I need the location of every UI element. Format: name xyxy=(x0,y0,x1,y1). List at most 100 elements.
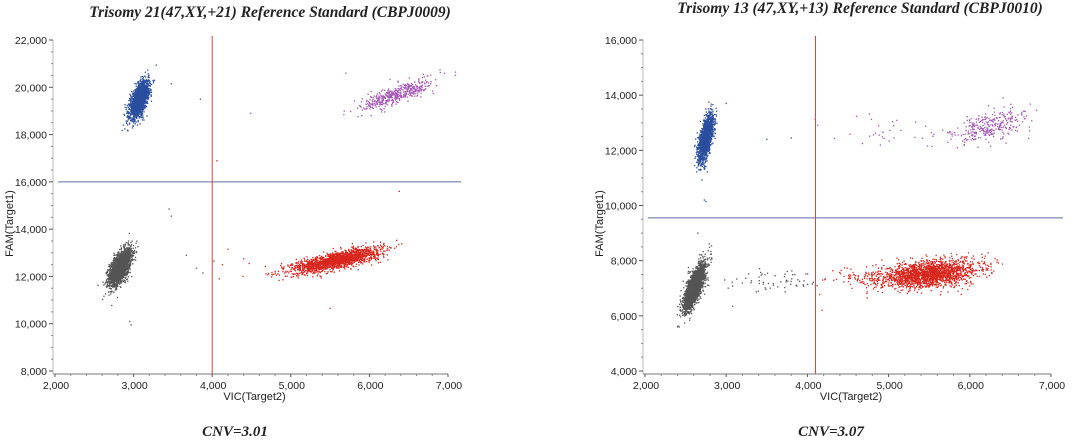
data-point xyxy=(133,101,135,103)
data-point xyxy=(112,281,114,283)
data-point xyxy=(119,273,121,275)
data-point xyxy=(331,256,333,258)
data-point xyxy=(136,90,138,93)
data-point xyxy=(113,265,116,268)
data-point xyxy=(143,107,145,109)
data-point xyxy=(143,87,145,89)
data-point xyxy=(371,257,373,260)
data-point xyxy=(144,89,146,92)
data-point xyxy=(111,272,114,274)
data-point xyxy=(315,268,317,270)
data-point xyxy=(106,284,109,287)
data-point xyxy=(142,80,144,82)
y-tick-label: 22,000 xyxy=(15,35,47,47)
data-point xyxy=(338,265,340,267)
data-point xyxy=(354,248,356,250)
data-point xyxy=(116,285,118,288)
data-point xyxy=(353,257,355,259)
data-point xyxy=(129,247,131,249)
data-point xyxy=(146,96,148,98)
data-point xyxy=(142,115,144,117)
data-point xyxy=(133,122,135,124)
data-point xyxy=(132,118,134,120)
data-point xyxy=(135,90,137,92)
data-point xyxy=(126,268,128,270)
data-point xyxy=(140,103,143,105)
data-point xyxy=(310,258,313,261)
data-point xyxy=(136,240,138,242)
data-point xyxy=(127,261,129,263)
data-point xyxy=(118,265,121,268)
data-point xyxy=(115,287,117,289)
data-point xyxy=(123,276,125,279)
data-point xyxy=(137,104,139,106)
data-point xyxy=(133,244,135,247)
data-point xyxy=(319,271,321,273)
data-point xyxy=(146,91,149,93)
data-point xyxy=(117,264,119,266)
data-point xyxy=(375,248,377,250)
data-point xyxy=(135,95,137,97)
data-point xyxy=(155,64,157,66)
data-point xyxy=(317,273,319,275)
data-point xyxy=(267,274,269,276)
data-point xyxy=(134,123,136,125)
data-point xyxy=(117,253,119,255)
data-point xyxy=(140,82,142,84)
data-point xyxy=(308,262,310,264)
data-point xyxy=(379,261,381,263)
data-point xyxy=(136,117,138,119)
data-point xyxy=(150,83,153,86)
data-point xyxy=(145,79,147,82)
data-point xyxy=(140,112,142,114)
data-point xyxy=(109,264,111,266)
data-point xyxy=(146,98,149,100)
data-point xyxy=(271,276,273,278)
data-point xyxy=(138,113,140,115)
data-point xyxy=(298,275,300,277)
data-point xyxy=(145,86,147,88)
data-point xyxy=(112,283,114,285)
data-point xyxy=(126,254,129,257)
data-point xyxy=(129,261,131,263)
data-point xyxy=(144,98,147,100)
data-point xyxy=(349,252,351,255)
data-point xyxy=(146,95,148,97)
data-point xyxy=(146,98,148,100)
data-point xyxy=(141,98,143,101)
data-point xyxy=(297,277,299,279)
data-point xyxy=(142,76,144,78)
data-point xyxy=(128,267,130,269)
data-point xyxy=(145,97,147,99)
data-point xyxy=(147,84,150,86)
data-point xyxy=(119,280,122,282)
data-point xyxy=(114,265,116,267)
data-point xyxy=(134,113,136,115)
data-point xyxy=(119,267,122,269)
y-tick-label: 16,000 xyxy=(15,177,47,189)
data-point xyxy=(114,281,116,283)
data-point xyxy=(368,247,370,249)
data-point xyxy=(112,262,115,264)
data-point xyxy=(284,275,286,277)
data-point xyxy=(129,94,132,96)
data-point xyxy=(118,272,121,274)
data-point xyxy=(332,268,334,270)
data-point xyxy=(135,83,137,85)
data-point xyxy=(128,256,130,258)
data-point xyxy=(142,97,144,99)
data-point xyxy=(372,245,375,247)
data-point xyxy=(116,271,118,274)
data-point xyxy=(315,264,317,267)
data-point xyxy=(115,285,117,287)
data-point xyxy=(126,247,128,249)
data-point xyxy=(328,258,330,260)
data-point xyxy=(323,269,325,271)
data-point xyxy=(109,272,111,274)
data-point xyxy=(117,270,120,272)
data-point xyxy=(103,284,105,286)
data-point xyxy=(141,117,143,119)
data-point xyxy=(285,271,287,274)
data-point xyxy=(145,85,147,87)
data-point xyxy=(114,271,116,273)
